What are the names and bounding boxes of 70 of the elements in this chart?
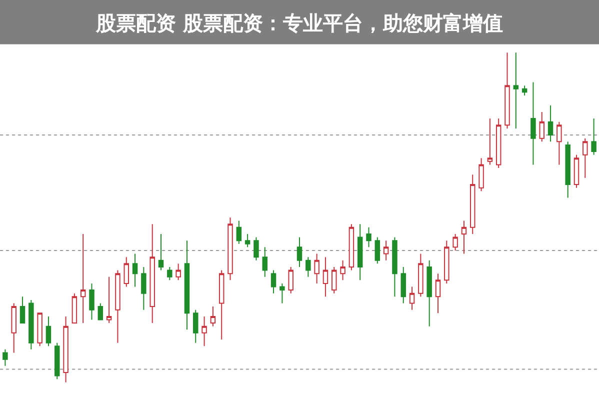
candlestick	[202, 316, 207, 347]
candlestick	[340, 260, 346, 281]
candlestick	[591, 118, 596, 156]
candlestick	[582, 138, 588, 178]
candlestick	[280, 282, 285, 304]
candlestick	[28, 299, 34, 350]
candlestick	[522, 85, 528, 96]
candlestick	[400, 266, 406, 304]
candlestick	[418, 253, 424, 298]
candlestick	[46, 316, 52, 347]
candlestick	[288, 266, 294, 294]
candlestick	[556, 121, 562, 166]
candlestick	[374, 236, 380, 264]
candlestick	[513, 52, 519, 129]
candlestick	[37, 312, 42, 347]
candlestick	[141, 266, 146, 310]
candlestick	[2, 348, 8, 366]
candlestick	[236, 220, 242, 244]
candlestick	[565, 141, 570, 198]
candlestick	[150, 224, 155, 324]
candlestick	[176, 263, 181, 281]
candlestick	[348, 224, 354, 271]
candlestick	[254, 236, 259, 261]
candlestick	[306, 256, 311, 278]
candlestick	[115, 270, 120, 344]
candlestick	[210, 306, 216, 327]
candlestick	[218, 270, 224, 340]
candlestick	[80, 233, 86, 324]
candlestick	[444, 240, 450, 284]
candlestick	[357, 224, 363, 281]
candlestick	[504, 52, 510, 129]
candlestick	[392, 236, 398, 298]
candlestick	[530, 82, 536, 166]
candlestick	[496, 118, 502, 169]
candlestick	[167, 266, 172, 281]
chart-title: 股票配资 股票配资：专业平台，助您财富增值	[95, 11, 503, 35]
candlestick	[244, 233, 250, 248]
candlestick	[314, 253, 320, 284]
candlestick	[383, 240, 389, 261]
candlestick	[487, 118, 493, 166]
candlestick	[228, 217, 233, 281]
candlestick	[132, 253, 138, 288]
candlestick	[461, 220, 467, 254]
candlestick	[548, 104, 554, 142]
candlestick	[158, 233, 164, 271]
candlestick	[296, 236, 302, 268]
candlestick	[20, 296, 26, 324]
candlestick	[11, 302, 16, 354]
candlestick	[452, 233, 458, 251]
candlestick	[322, 256, 328, 298]
candlestick	[89, 282, 94, 320]
candlestick	[478, 158, 484, 192]
candlestick	[426, 260, 432, 327]
candlestick	[193, 309, 198, 344]
candlestick	[98, 302, 104, 320]
candlestick	[270, 270, 276, 294]
candlestick	[435, 273, 441, 314]
candlestick	[106, 276, 112, 324]
candlestick	[470, 174, 476, 234]
candlestick	[409, 286, 415, 310]
candlestick	[539, 111, 544, 142]
candlestick	[124, 256, 129, 288]
candlestick	[54, 342, 60, 380]
candlestick	[72, 292, 78, 324]
candlestick	[366, 226, 372, 248]
candlestick	[574, 154, 580, 188]
candlestick	[332, 266, 337, 294]
candlestick	[184, 240, 190, 330]
candlestick	[262, 246, 268, 278]
candlestick	[63, 316, 68, 383]
